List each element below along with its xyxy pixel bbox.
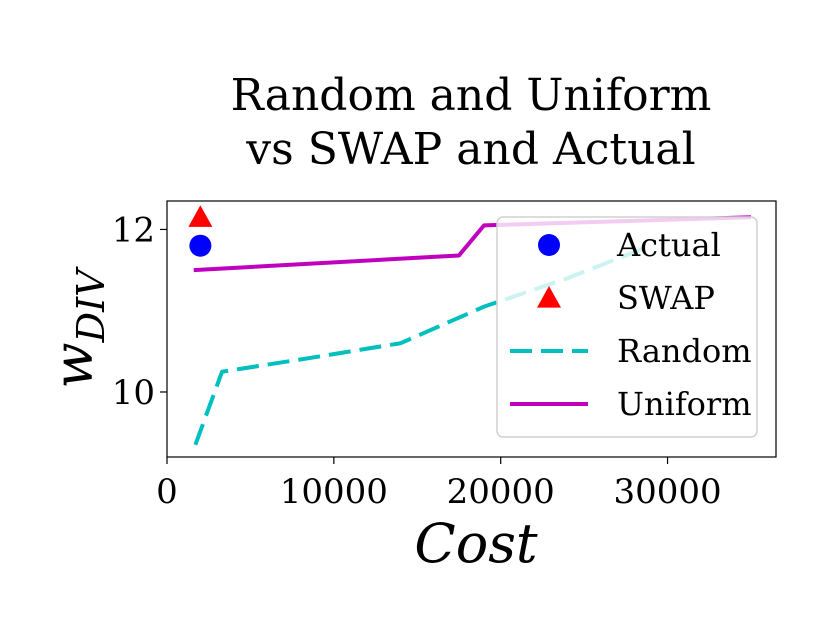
x-axis-label: Cost [414,512,538,575]
legend-actual-swatch [538,234,560,256]
chart-title-line2: vs SWAP and Actual [245,124,695,175]
x-tick-label: 30000 [613,472,721,512]
x-tick-label: 10000 [280,472,388,512]
swap-point [188,205,213,227]
y-axis-label-main: w [42,342,105,388]
svg-text:wDIV: wDIV [42,266,113,389]
y-tick-label: 12 [112,210,155,250]
legend-swap-label: SWAP [617,279,715,317]
actual-point [189,234,212,257]
plot-frame [166,200,777,458]
legend-swap-swatch [537,286,561,308]
y-axis-label: wDIV [42,266,113,389]
legend-entries: Actual SWAP Random Uniform [510,226,752,423]
legend-random-label: Random [617,332,752,370]
y-axis-label-sub: DIV [69,266,113,343]
legend: Actual SWAP Random Uniform [496,216,758,438]
legend-box [496,216,758,438]
ticks-layer: 0 10000 20000 30000 10 12 [112,210,722,512]
legend-uniform-label: Uniform [617,385,752,423]
x-tick-label: 0 [156,472,178,512]
chart-title-line1: Random and Uniform [231,70,712,121]
x-tick-label: 20000 [447,472,555,512]
y-tick-label: 10 [112,373,155,413]
legend-actual-label: Actual [616,226,721,264]
